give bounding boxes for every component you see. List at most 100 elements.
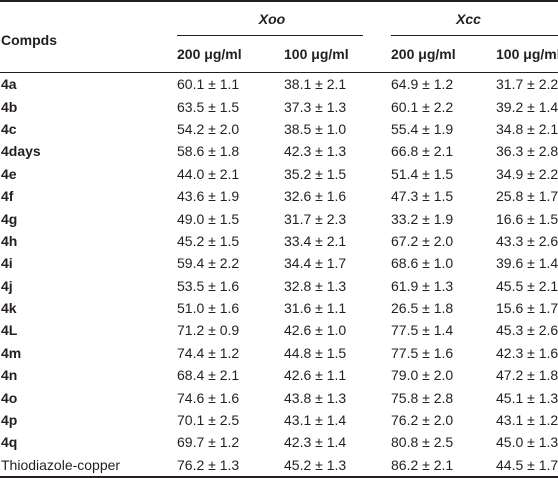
xoo-100-cell: 35.2 ± 1.5 (284, 165, 347, 182)
xoo-200-cell: 44.0 ± 2.1 (177, 165, 240, 182)
xoo-100-cell: 42.3 ± 1.4 (284, 434, 347, 451)
xcc-100-cell: 45.5 ± 2.1 (496, 277, 558, 294)
table-row: 4h 45.2 ± 1.5 33.4 ± 2.1 67.2 ± 2.0 43.3 ± 2… (0, 230, 558, 252)
xoo-100-cell: 31.7 ± 2.3 (284, 210, 347, 227)
xcc-200-cell: 60.1 ± 2.2 (391, 98, 454, 115)
xcc-100-cell: 43.1 ± 1.2 (496, 412, 558, 429)
table-row: 4L 71.2 ± 0.9 42.6 ± 1.0 77.5 ± 1.4 45.3 ± 2… (0, 319, 558, 341)
xoo-200-cell: 53.5 ± 1.6 (177, 277, 240, 294)
xcc-200-cell: 67.2 ± 2.0 (391, 232, 454, 249)
table-row: 4days 58.6 ± 1.8 42.3 ± 1.3 66.8 ± 2.1 36.3 … (0, 140, 558, 162)
xcc-200-cell: 86.2 ± 2.1 (391, 456, 454, 473)
xoo-200-cell: 70.1 ± 2.5 (177, 412, 240, 429)
table-row: 4e 44.0 ± 2.1 35.2 ± 1.5 51.4 ± 1.5 34.9 ± 2… (0, 163, 558, 185)
xoo-200-cell: 76.2 ± 1.3 (177, 456, 240, 473)
xcc-200-cell: 66.8 ± 2.1 (391, 143, 454, 160)
xcc-100-cell: 44.5 ± 1.7 (496, 456, 558, 473)
xoo-200-cell: 74.4 ± 1.2 (177, 344, 240, 361)
table-header: Compds Xoo Xcc 200 μg/ml 100 μg/ml 200 μ… (0, 1, 558, 73)
header-row-groups: Compds Xoo Xcc (0, 1, 558, 48)
table-row: 4k 51.0 ± 1.6 31.6 ± 1.1 26.5 ± 1.8 15.6 ± 1… (0, 297, 558, 319)
table-row: 4a 60.1 ± 1.1 38.1 ± 2.1 64.9 ± 1.2 31.7 ± 2… (0, 73, 558, 96)
xoo-100-cell: 42.6 ± 1.0 (284, 322, 347, 339)
compound-name-cell: 4h (1, 232, 18, 249)
compound-name-cell: 4k (1, 300, 17, 317)
table-body: 4a 60.1 ± 1.1 38.1 ± 2.1 64.9 ± 1.2 31.7 ± 2… (0, 73, 558, 478)
table-row: 4j 53.5 ± 1.6 32.8 ± 1.3 61.9 ± 1.3 45.5 ± 2… (0, 275, 558, 297)
xcc-200-cell: 77.5 ± 1.4 (391, 322, 454, 339)
xcc-100-cell: 34.8 ± 2.1 (496, 120, 558, 137)
xcc-100-cell: 15.6 ± 1.7 (496, 300, 558, 317)
xcc-100-cell: 39.2 ± 1.4 (496, 98, 558, 115)
xoo-100-cell: 38.1 ± 2.1 (284, 76, 347, 93)
xcc-100-cell: 45.3 ± 2.6 (496, 322, 558, 339)
xoo-200-cell: 69.7 ± 1.2 (177, 434, 240, 451)
xoo-200-cell: 49.0 ± 1.5 (177, 210, 240, 227)
table-row: 4p 70.1 ± 2.5 43.1 ± 1.4 76.2 ± 2.0 43.1 ± 1… (0, 409, 558, 431)
table-row: 4c 54.2 ± 2.0 38.5 ± 1.0 55.4 ± 1.9 34.8 ± 2… (0, 118, 558, 140)
xcc-200-cell: 47.3 ± 1.5 (391, 188, 454, 205)
xcc-100-cell: 34.9 ± 2.2 (496, 165, 558, 182)
compound-name-cell: 4m (1, 344, 22, 361)
xoo-100-cell: 38.5 ± 1.0 (284, 120, 347, 137)
xcc-100-cell: 45.0 ± 1.3 (496, 434, 558, 451)
xcc-100-cell: 47.2 ± 1.8 (496, 367, 558, 384)
xoo-200-cell: 71.2 ± 0.9 (177, 322, 240, 339)
header-xcc-200: 200 μg/ml (391, 46, 456, 62)
header-xoo-100: 100 μg/ml (284, 46, 349, 62)
compound-name-cell: 4days (1, 143, 41, 160)
xcc-200-cell: 77.5 ± 1.6 (391, 344, 454, 361)
xoo-200-cell: 58.6 ± 1.8 (177, 143, 240, 160)
xcc-100-cell: 16.6 ± 1.5 (496, 210, 558, 227)
compound-name-cell: 4q (1, 434, 18, 451)
header-compds: Compds (1, 32, 57, 48)
compound-name-cell: 4n (1, 367, 18, 384)
table-row: 4n 68.4 ± 2.1 42.6 ± 1.1 79.0 ± 2.0 47.2 ± 1… (0, 364, 558, 386)
xcc-200-cell: 55.4 ± 1.9 (391, 120, 454, 137)
xoo-200-cell: 43.6 ± 1.9 (177, 188, 240, 205)
header-row-concentrations: 200 μg/ml 100 μg/ml 200 μg/ml 100 μg/ml (0, 36, 558, 73)
xoo-100-cell: 32.6 ± 1.6 (284, 188, 347, 205)
compound-name-cell: 4a (1, 76, 17, 93)
table-row: 4g 49.0 ± 1.5 31.7 ± 2.3 33.2 ± 1.9 16.6 ± 1… (0, 207, 558, 229)
xcc-100-cell: 25.8 ± 1.7 (496, 188, 558, 205)
compound-name-cell: 4o (1, 389, 18, 406)
xoo-200-cell: 51.0 ± 1.6 (177, 300, 240, 317)
xoo-100-cell: 33.4 ± 2.1 (284, 232, 347, 249)
header-xoo-200: 200 μg/ml (177, 46, 242, 62)
compound-name-cell: 4p (1, 412, 18, 429)
xoo-100-cell: 42.6 ± 1.1 (284, 367, 347, 384)
xoo-100-cell: 37.3 ± 1.3 (284, 98, 347, 115)
xcc-200-cell: 68.6 ± 1.0 (391, 255, 454, 272)
table-row: 4q 69.7 ± 1.2 42.3 ± 1.4 80.8 ± 2.5 45.0 ± 1… (0, 431, 558, 453)
xcc-100-cell: 31.7 ± 2.2 (496, 76, 558, 93)
xoo-200-cell: 54.2 ± 2.0 (177, 120, 240, 137)
header-group-xcc: Xcc (379, 1, 558, 36)
xoo-200-cell: 68.4 ± 2.1 (177, 367, 240, 384)
header-xcc-100: 100 μg/ml (496, 46, 558, 62)
xcc-200-cell: 51.4 ± 1.5 (391, 165, 454, 182)
xcc-200-cell: 80.8 ± 2.5 (391, 434, 454, 451)
xcc-200-cell: 61.9 ± 1.3 (391, 277, 454, 294)
table-row: 4i 59.4 ± 2.2 34.4 ± 1.7 68.6 ± 1.0 39.6 ± 1… (0, 252, 558, 274)
compound-name-cell: 4j (1, 277, 13, 294)
compound-name-cell: 4b (1, 98, 18, 115)
xcc-200-cell: 76.2 ± 2.0 (391, 412, 454, 429)
xoo-200-cell: 60.1 ± 1.1 (177, 76, 240, 93)
xoo-100-cell: 42.3 ± 1.3 (284, 143, 347, 160)
table-row: 4b 63.5 ± 1.5 37.3 ± 1.3 60.1 ± 2.2 39.2 ± 1… (0, 95, 558, 117)
compound-name-cell: 4L (1, 322, 18, 339)
compound-name-cell: 4f (1, 188, 14, 205)
xcc-200-cell: 33.2 ± 1.9 (391, 210, 454, 227)
xoo-100-cell: 44.8 ± 1.5 (284, 344, 347, 361)
xoo-100-cell: 32.8 ± 1.3 (284, 277, 347, 294)
xcc-100-cell: 43.3 ± 2.6 (496, 232, 558, 249)
xoo-100-cell: 45.2 ± 1.3 (284, 456, 347, 473)
xcc-100-cell: 45.1 ± 1.3 (496, 389, 558, 406)
xcc-100-cell: 39.6 ± 1.4 (496, 255, 558, 272)
xoo-100-cell: 43.1 ± 1.4 (284, 412, 347, 429)
header-group-xoo: Xoo (165, 1, 379, 36)
table-row: Thiodiazole-copper 76.2 ± 1.3 45.2 ± 1.3 86… (0, 454, 558, 478)
